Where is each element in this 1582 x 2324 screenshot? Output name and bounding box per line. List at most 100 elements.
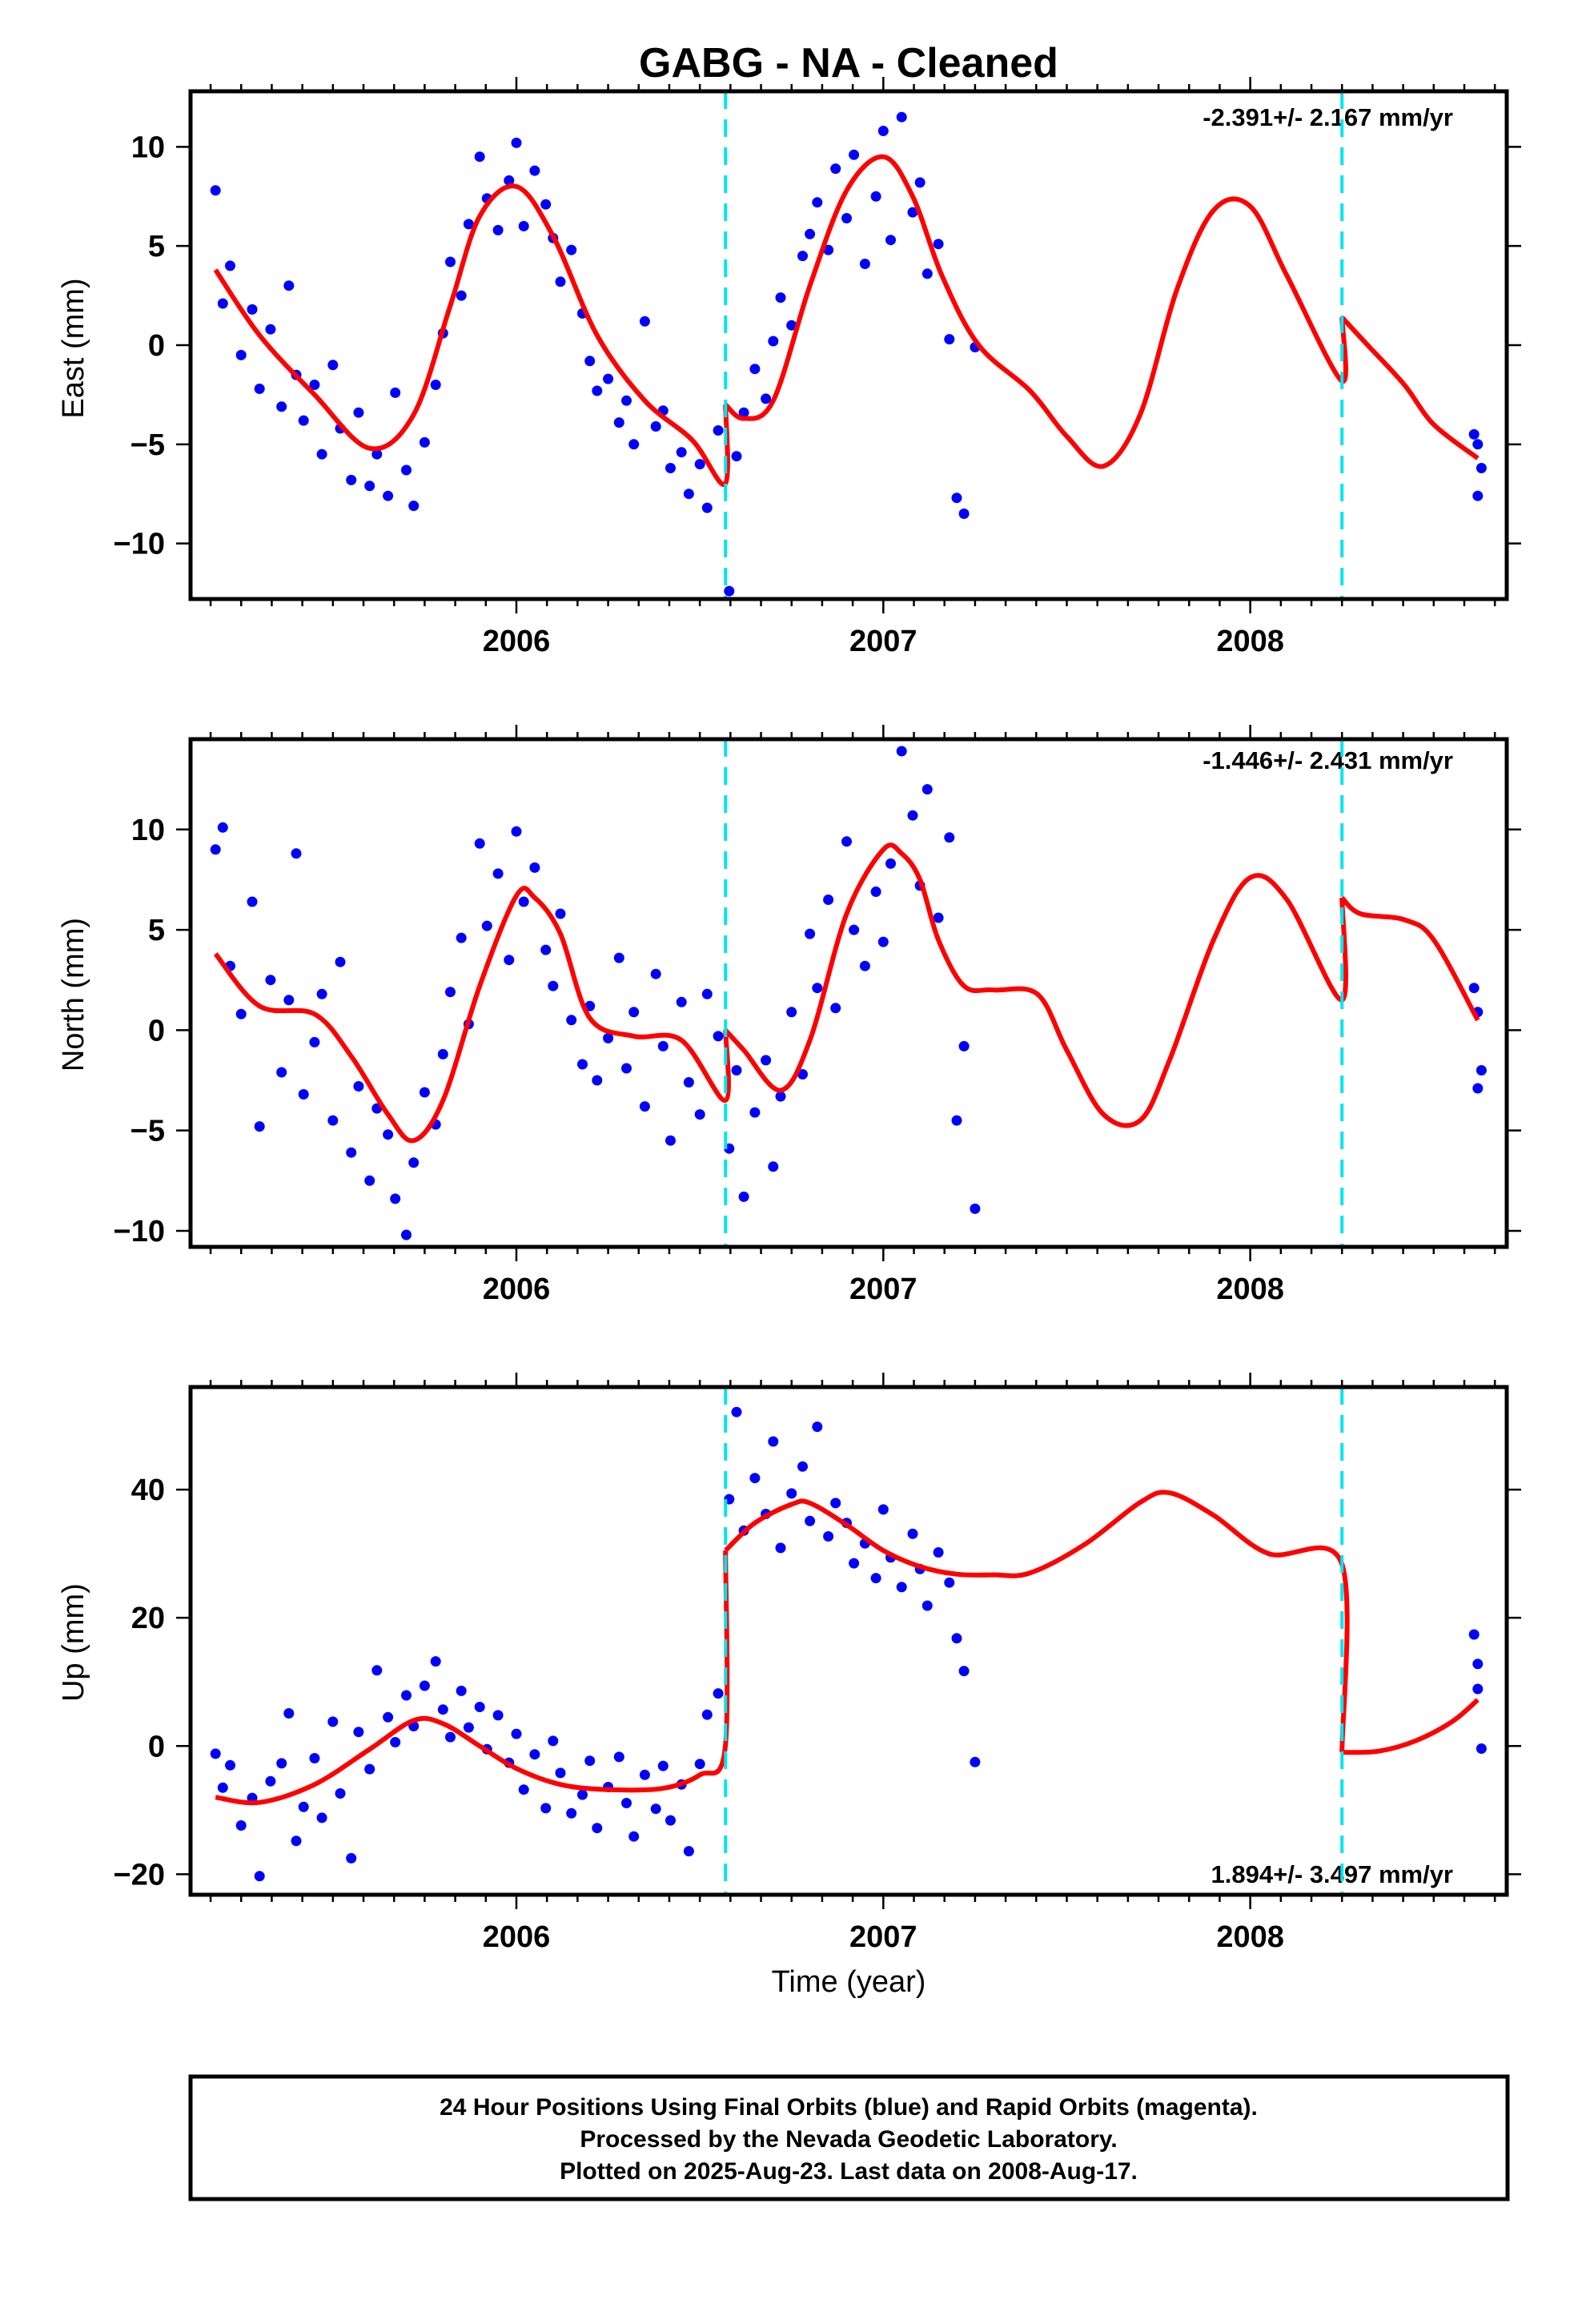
north-data-point [540,944,552,955]
east-data-point [309,380,320,390]
up-data-point [511,1728,522,1739]
up-data-point [1468,1629,1480,1640]
east-data-point [885,235,896,246]
east-data-point [841,213,852,223]
east-data-point [518,220,529,231]
up-data-point [419,1680,430,1691]
north-data-point [650,968,661,979]
east-y-tick-label: 10 [131,131,165,164]
up-data-point [298,1801,309,1812]
up-x-tick-label: 2007 [849,1920,917,1954]
up-model-curve [215,1490,1480,1806]
north-data-point [970,1203,981,1214]
east-data-point [933,239,944,250]
north-data-point [896,746,907,757]
north-data-point [731,1065,742,1076]
footer-frame [188,2074,1510,2201]
north-data-point [797,1069,808,1080]
north-data-point [944,832,955,843]
east-data-point [217,298,228,309]
east-data-point [775,292,786,304]
north-data-point [683,1077,694,1088]
up-data-point [555,1767,566,1779]
north-data-point [841,836,852,847]
up-data-point [592,1823,603,1834]
east-data-point [265,324,276,335]
east-data-point [603,373,614,384]
up-data-point [492,1710,504,1721]
east-data-point [694,459,705,470]
up-data-point [291,1835,302,1847]
up-data-point [437,1704,448,1715]
east-data-point [958,509,970,519]
east-data-point [613,417,624,428]
east-data-point [225,260,235,271]
up-data-point [628,1831,640,1842]
north-data-point [1472,1083,1484,1094]
east-panel: East (mm) -2.391+/- 2.167 mm/yr 2006 2007… [57,77,1521,658]
east-data-point [628,439,640,450]
up-data-point [1472,1659,1484,1670]
east-data-point [805,228,816,239]
up-data-point [225,1759,235,1771]
east-data-point [639,316,650,327]
north-data-point [235,1008,247,1019]
up-data-point [327,1716,339,1727]
east-data-point [276,401,287,412]
up-data-point [951,1633,962,1644]
east-data-point [951,493,962,504]
north-x-tick-label: 2006 [483,1273,551,1306]
north-data-point [383,1129,394,1140]
up-data-point [584,1755,596,1767]
north-data-point [298,1089,309,1100]
north-data-point [749,1107,761,1118]
east-y-tick-label: −5 [130,428,165,462]
up-data-point [309,1753,320,1763]
north-plot-area [210,746,1487,1240]
east-data-point [346,474,357,485]
north-data-point [613,952,624,963]
north-data-point [217,822,228,833]
north-data-point [511,826,522,837]
east-data-point [921,268,933,279]
x-axis-label: Time (year) [772,1965,926,1999]
north-data-point [474,838,485,849]
up-data-point [283,1708,295,1719]
north-data-point [859,960,870,971]
up-data-point [683,1846,694,1857]
up-data-point [217,1782,228,1793]
up-data-point [529,1749,540,1760]
up-data-point [474,1702,485,1712]
up-data-point [456,1685,467,1696]
up-ylabel: Up (mm) [57,1583,90,1702]
north-data-point [548,980,559,991]
north-data-point [921,784,933,795]
east-data-point [456,290,467,301]
up-data-point [657,1760,669,1771]
up-panel: Up (mm) 1.894+/- 3.497 mm/yr 2006 2007 200… [57,1373,1521,1954]
north-data-point [768,1161,779,1172]
north-y-tick-label: 5 [148,914,165,947]
east-data-point [797,251,808,262]
north-data-point [1468,983,1480,994]
east-plot-area [210,111,1487,597]
north-data-point [694,1109,705,1120]
east-data-point [254,384,265,394]
north-data-point [665,1135,676,1146]
up-data-point [364,1763,375,1775]
east-data-point [511,137,522,148]
north-y-tick-label: 10 [131,814,165,847]
east-data-point [390,387,401,398]
up-data-point [970,1756,981,1767]
footer-line-1: 24 Hour Positions Using Final Orbits (bl… [440,2094,1258,2121]
north-data-point [713,1031,724,1042]
east-data-point [914,177,926,188]
east-data-point [210,185,221,196]
east-data-point [529,165,540,176]
up-data-point [701,1709,713,1720]
north-data-point [657,1040,669,1051]
north-data-point [401,1229,412,1240]
north-panel: North (mm) -1.446+/- 2.431 mm/yr 2006 200… [57,725,1521,1306]
north-data-point [812,983,823,994]
